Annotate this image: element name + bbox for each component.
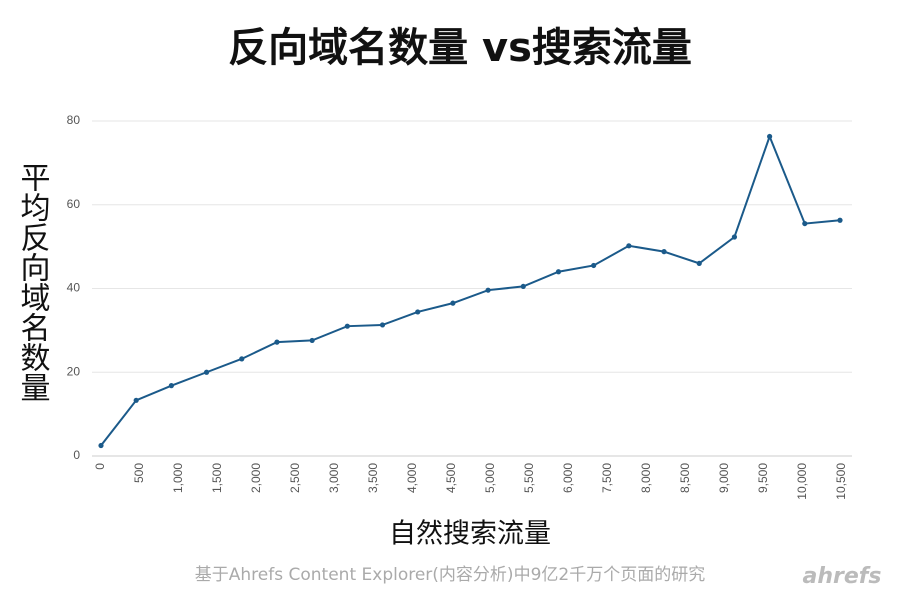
data-point (203, 369, 210, 375)
data-point (344, 323, 350, 329)
x-tick-label: 10,500 (834, 463, 848, 500)
x-tick-label: 4,500 (444, 463, 458, 493)
data-point (626, 243, 632, 249)
x-tick-label: 7,500 (600, 463, 614, 493)
chart-title: 反向域名数量 vs搜索流量 (228, 25, 692, 71)
data-point (802, 220, 808, 227)
data-point (837, 217, 843, 223)
x-tick-label: 1,500 (210, 463, 224, 493)
x-tick-label: 5,500 (522, 463, 536, 493)
x-tick-label: 3,500 (366, 463, 380, 493)
data-point (274, 339, 280, 345)
data-point (696, 260, 702, 266)
x-tick-label: 9,000 (717, 463, 731, 493)
y-tick-label: 0 (73, 448, 80, 462)
data-line (100, 133, 841, 447)
data-point (309, 337, 315, 344)
y-tick-label: 40 (67, 281, 81, 295)
y-axis-title: 平均反向域名数量 (15, 162, 50, 402)
source-note: 基于Ahrefs Content Explorer(内容分析)中9亿2千万个页面… (195, 565, 705, 585)
data-point (98, 442, 104, 449)
data-point (239, 356, 245, 362)
x-tick-label: 1,000 (171, 463, 185, 493)
data-point (731, 234, 738, 240)
y-tick-label: 60 (67, 197, 81, 211)
x-tick-label: 8,500 (678, 463, 692, 493)
data-point (591, 262, 597, 269)
data-point (555, 269, 562, 275)
x-tick-label: 6,000 (561, 463, 575, 493)
x-tick-label: 500 (132, 463, 146, 483)
data-point (133, 397, 139, 403)
x-tick-label: 3,000 (327, 463, 341, 493)
x-tick-label: 9,500 (756, 463, 770, 493)
x-tick-label: 5,000 (483, 463, 497, 493)
y-tick-label: 80 (67, 113, 81, 127)
data-point (450, 300, 456, 306)
x-tick-label: 8,000 (639, 463, 653, 493)
data-point (520, 283, 526, 290)
brand-logo: ahrefs (803, 564, 882, 589)
x-tick-label: 2,500 (288, 463, 302, 493)
data-point (661, 249, 667, 255)
data-point (415, 309, 421, 315)
x-tick-label: 4,000 (405, 463, 419, 493)
data-point (485, 287, 491, 293)
x-tick-label: 0 (93, 463, 107, 470)
data-point (767, 133, 773, 140)
x-tick-label: 10,000 (795, 463, 809, 500)
data-point (379, 322, 386, 328)
y-tick-label: 20 (67, 364, 81, 378)
data-point (168, 383, 174, 389)
x-axis-title: 自然搜索流量 (389, 519, 551, 550)
x-tick-label: 2,000 (249, 463, 263, 493)
